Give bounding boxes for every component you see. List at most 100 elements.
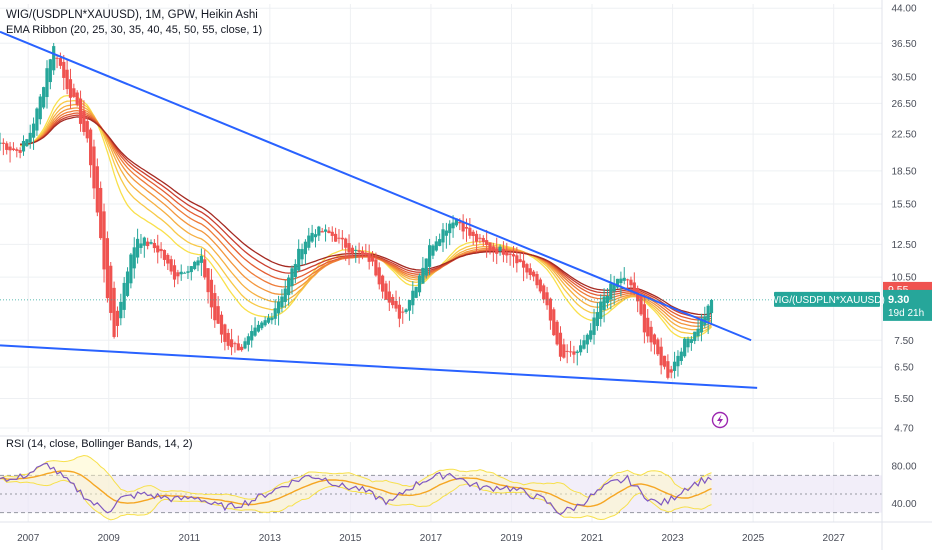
candle-body (146, 241, 150, 247)
rsi-bollinger-fill (0, 455, 712, 520)
candle-body (266, 317, 271, 323)
candle-body (156, 245, 160, 253)
candle-body (699, 318, 704, 333)
candle-body (246, 336, 250, 345)
candle-body (495, 248, 499, 254)
candle-body (280, 296, 284, 308)
candle-body (253, 327, 257, 336)
candle-body (364, 252, 368, 255)
candle-body (233, 343, 237, 345)
candle-body (612, 283, 616, 292)
candle-body (283, 288, 287, 302)
candle-body (521, 260, 526, 268)
candle-body (672, 361, 677, 371)
candle-body (290, 268, 294, 287)
candle-body (199, 255, 203, 263)
candle-body (679, 351, 683, 362)
chart-title[interactable]: WIG/(USDPLN*XAUUSD), 1M, GPW, Heikin Ash… (6, 9, 258, 21)
candle-body (579, 345, 583, 353)
candle-body (548, 298, 553, 321)
candle-body (186, 271, 190, 273)
price-pane-grid (0, 4, 882, 432)
candle-body (498, 246, 502, 252)
candle-body (555, 321, 559, 345)
time-tick-label: 2023 (661, 533, 684, 544)
candle-body (558, 332, 563, 357)
last-price-label: 9.30 (888, 294, 909, 306)
candle-body (236, 343, 240, 351)
candle-body (209, 279, 214, 308)
candle-body (193, 261, 197, 270)
candle-body (229, 339, 234, 348)
alert-icon[interactable] (711, 411, 729, 429)
candle-body (152, 242, 156, 249)
candle-body (240, 346, 244, 351)
candle-body (337, 237, 341, 239)
rsi-tick-label: 40.00 (891, 499, 916, 510)
candle-body (659, 346, 663, 366)
candle-body (642, 304, 646, 333)
candle-body (196, 260, 200, 266)
lower-trendline[interactable] (0, 344, 758, 389)
candle-body (592, 317, 596, 335)
candle-body (216, 306, 220, 324)
candle-body (11, 148, 16, 150)
candle-body (25, 139, 29, 147)
candle-body (293, 264, 297, 278)
candle-body (518, 259, 522, 262)
candle-body (92, 146, 96, 189)
candle-body (334, 233, 338, 242)
candle-body (344, 238, 348, 248)
candle-body (515, 255, 519, 264)
rsi-tick-label: 80.00 (891, 462, 916, 473)
candle-body (347, 243, 351, 253)
ema-ribbon-legend[interactable]: EMA Ribbon (20, 25, 30, 35, 40, 45, 50, … (6, 24, 263, 36)
trendlines[interactable] (0, 30, 758, 389)
candle-body (367, 253, 371, 262)
time-tick-label: 2027 (823, 533, 846, 544)
candle-body (313, 234, 318, 238)
candle-body (102, 211, 106, 270)
candle-body (38, 96, 42, 120)
price-tick-label: 36.50 (891, 39, 916, 50)
heikin-ashi-candles (0, 42, 714, 380)
candle-body (226, 332, 230, 346)
candle-body (303, 241, 308, 255)
candle-body (589, 330, 593, 340)
candle-body (176, 272, 180, 277)
candle-body (401, 311, 405, 313)
candle-body (370, 257, 375, 262)
upper-trendline[interactable] (0, 30, 752, 342)
candle-body (666, 361, 670, 378)
lightning-icon (717, 414, 723, 426)
candle-body (122, 282, 126, 310)
candle-body (471, 231, 475, 236)
candle-body (615, 278, 620, 288)
time-tick-label: 2007 (17, 533, 40, 544)
candle-body (397, 304, 401, 319)
axis-labels: 44.00 36.50 30.50 26.50 22.50 18.50 15.50 12.50… (17, 4, 917, 544)
time-tick-label: 2009 (98, 533, 121, 544)
candle-body (115, 310, 120, 326)
rsi-legend[interactable]: RSI (14, close, Bollinger Bands, 14, 2) (6, 438, 193, 450)
price-tick-label: 15.50 (891, 200, 916, 211)
candle-body (112, 287, 116, 337)
candle-body (609, 283, 613, 300)
candle-body (632, 282, 636, 294)
candle-body (585, 334, 589, 345)
price-tick-label: 10.50 (891, 273, 916, 284)
candle-body (575, 351, 579, 354)
candle-body (505, 251, 509, 256)
time-tick-label: 2021 (581, 533, 604, 544)
candle-body (75, 92, 79, 105)
candle-body (85, 121, 89, 139)
price-tick-label: 12.50 (891, 240, 916, 251)
candle-body (72, 88, 76, 97)
candle-body (270, 317, 274, 321)
candle-body (350, 247, 354, 254)
candle-body (485, 240, 489, 245)
ema-line-45 (20, 112, 712, 321)
candle-body (384, 283, 388, 300)
candle-body (139, 243, 143, 248)
